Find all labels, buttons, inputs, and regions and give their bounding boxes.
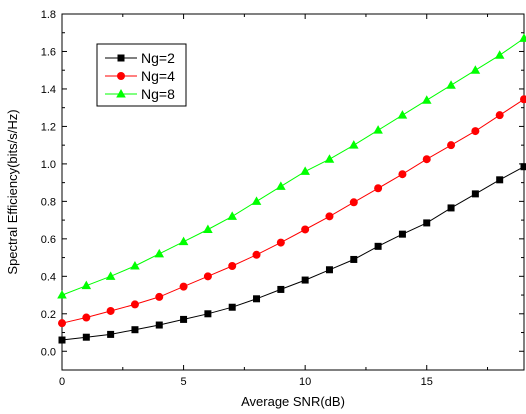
legend-marker — [116, 89, 126, 98]
series-ng-2 — [58, 163, 526, 344]
legend-label: Ng=4 — [141, 68, 175, 84]
data-point — [325, 212, 334, 221]
x-axis-label: Average SNR(dB) — [241, 394, 345, 409]
plot-frame — [61, 13, 525, 371]
data-point — [300, 166, 310, 175]
x-tick-label: 15 — [421, 376, 433, 388]
y-tick-label: 1.2 — [41, 121, 56, 133]
data-point — [421, 95, 432, 104]
data-point — [58, 319, 66, 328]
data-point — [495, 111, 504, 120]
x-tick-label: 0 — [59, 376, 65, 388]
data-point — [228, 262, 237, 271]
x-tick-label: 5 — [181, 376, 187, 388]
data-point — [446, 80, 456, 89]
series-ng-8 — [57, 33, 526, 299]
data-point — [520, 163, 526, 171]
series-line — [61, 166, 525, 341]
data-point — [277, 285, 285, 293]
data-point — [496, 176, 504, 184]
legend-label: Ng=2 — [141, 50, 175, 66]
x-tick-label: 10 — [299, 376, 311, 388]
data-point — [520, 95, 526, 104]
data-point — [422, 155, 431, 164]
data-point — [397, 110, 408, 119]
legend-marker — [117, 72, 125, 80]
data-point — [471, 127, 480, 136]
data-point — [253, 295, 261, 303]
data-point — [105, 271, 116, 280]
legend-label: Ng=8 — [141, 86, 175, 102]
data-point — [398, 230, 406, 238]
legend-box — [96, 43, 187, 107]
data-point — [470, 65, 481, 74]
data-point — [349, 198, 358, 207]
y-tick-label: 1.4 — [41, 84, 56, 96]
data-point — [155, 321, 163, 329]
data-point — [180, 315, 188, 323]
data-point — [276, 181, 286, 190]
data-point — [324, 154, 335, 163]
data-point — [227, 211, 238, 220]
y-tick-label: 0.0 — [41, 346, 56, 358]
data-point — [251, 196, 262, 205]
data-point — [204, 310, 212, 318]
data-point — [494, 50, 505, 59]
data-point — [58, 336, 66, 344]
data-point — [301, 225, 310, 234]
ticks: 0 5 10 15 0.0 0.2 0.4 0.6 0.8 1.0 1.2 1.4 1.6 1.8 — [41, 9, 524, 388]
legend-marker — [117, 54, 125, 62]
data-point — [471, 190, 479, 198]
data-point — [81, 280, 92, 290]
data-point — [131, 326, 139, 334]
y-tick-label: 1.6 — [41, 46, 56, 58]
data-point — [398, 170, 407, 179]
data-point — [423, 219, 431, 227]
y-axis-label: Spectral Efficiency(bits/s/Hz) — [5, 109, 20, 274]
axes — [61, 13, 525, 371]
data-point — [130, 300, 139, 309]
series-group — [57, 33, 526, 344]
data-point — [57, 290, 67, 299]
data-point — [519, 33, 526, 42]
data-point — [447, 204, 455, 212]
data-point — [228, 303, 236, 311]
y-tick-label: 1.0 — [41, 159, 56, 171]
data-point — [82, 333, 90, 341]
data-point — [373, 125, 383, 134]
data-point — [203, 272, 212, 281]
legend: Ng=2 Ng=4 Ng=8 — [96, 43, 187, 107]
data-point — [325, 266, 333, 274]
data-point — [106, 306, 115, 315]
data-point — [374, 184, 383, 193]
series-line — [61, 98, 525, 324]
data-point — [155, 292, 164, 301]
data-point — [178, 236, 189, 246]
data-point — [82, 313, 91, 322]
data-point — [348, 140, 359, 149]
data-point — [374, 242, 382, 250]
y-tick-label: 1.8 — [41, 9, 56, 21]
y-tick-label: 0.6 — [41, 234, 56, 246]
y-tick-label: 0.2 — [41, 309, 56, 321]
data-point — [203, 224, 213, 233]
y-tick-label: 0.8 — [41, 196, 56, 208]
data-point — [252, 250, 261, 259]
series-ng-4 — [58, 95, 526, 328]
y-tick-label: 0.4 — [41, 271, 56, 283]
data-point — [107, 330, 115, 338]
data-point — [130, 261, 140, 270]
data-point — [179, 282, 188, 291]
data-point — [301, 276, 309, 284]
data-point — [154, 248, 165, 258]
data-point — [350, 255, 358, 263]
data-point — [447, 141, 456, 150]
data-point — [276, 238, 285, 247]
